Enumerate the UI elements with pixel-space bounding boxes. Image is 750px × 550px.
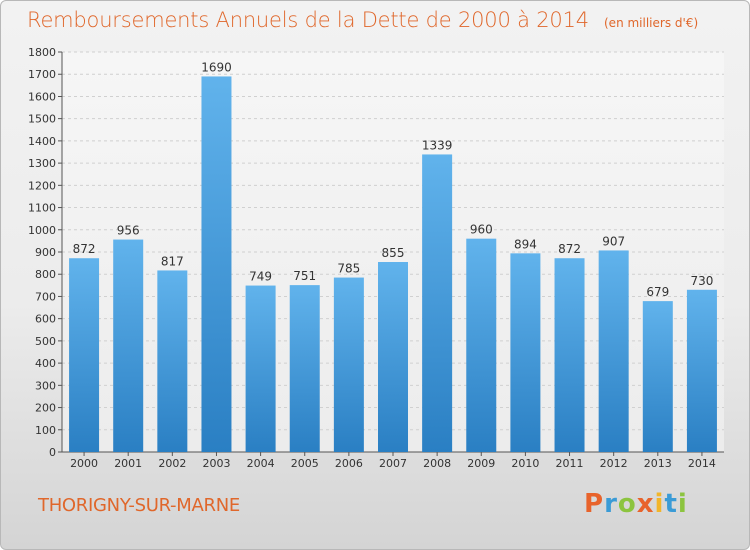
bar [69, 258, 100, 452]
y-tick-label: 900 [35, 246, 56, 259]
y-tick-label: 300 [35, 379, 56, 392]
y-tick-label: 1800 [28, 46, 56, 59]
y-tick-label: 1200 [28, 179, 56, 192]
y-tick-label: 800 [35, 268, 56, 281]
x-tick-label: 2011 [556, 457, 584, 470]
bar [422, 154, 453, 452]
y-tick-label: 400 [35, 357, 56, 370]
proxiti-logo: Proxiti [584, 489, 688, 519]
y-tick-label: 1600 [28, 90, 56, 103]
x-tick-label: 2006 [335, 457, 363, 470]
x-tick-label: 2012 [600, 457, 628, 470]
bar-value-label: 872 [558, 242, 581, 256]
y-tick-label: 1300 [28, 157, 56, 170]
y-tick-label: 1100 [28, 202, 56, 215]
bar [686, 289, 717, 452]
bar [510, 253, 541, 452]
x-tick-label: 2007 [379, 457, 407, 470]
x-tick-label: 2002 [158, 457, 186, 470]
bar-value-label: 894 [514, 237, 537, 251]
bar [201, 76, 232, 452]
bar [554, 258, 585, 452]
x-tick-label: 2005 [291, 457, 319, 470]
bar [466, 238, 497, 452]
bar-value-label: 1339 [422, 138, 453, 152]
y-tick-label: 1500 [28, 113, 56, 126]
chart-title-row: Remboursements Annuels de la Dette de 20… [27, 8, 698, 32]
y-tick-label: 1700 [28, 68, 56, 81]
bar [333, 277, 364, 452]
bar-value-label: 855 [382, 246, 405, 260]
x-tick-label: 2010 [511, 457, 539, 470]
bar-value-label: 872 [73, 242, 96, 256]
bar-value-label: 817 [161, 254, 184, 268]
x-tick-label: 2009 [467, 457, 495, 470]
bar-value-label: 1690 [201, 60, 232, 74]
y-tick-label: 200 [35, 402, 56, 415]
bar [642, 301, 673, 452]
x-tick-label: 2013 [644, 457, 672, 470]
bar-value-label: 730 [690, 274, 713, 288]
x-tick-label: 2000 [70, 457, 98, 470]
bar-value-label: 749 [249, 270, 272, 284]
bar-value-label: 679 [646, 285, 669, 299]
bar-value-label: 785 [337, 262, 360, 276]
city-name: THORIGNY-SUR-MARNE [38, 495, 240, 516]
y-tick-label: 500 [35, 335, 56, 348]
bar-value-label: 907 [602, 234, 625, 248]
x-tick-label: 2001 [114, 457, 142, 470]
chart-subtitle: (en milliers d'€) [604, 16, 699, 30]
y-tick-label: 600 [35, 313, 56, 326]
y-tick-label: 0 [49, 446, 56, 459]
x-tick-label: 2008 [423, 457, 451, 470]
bar [289, 285, 320, 452]
bar [378, 262, 408, 452]
y-tick-label: 1000 [28, 224, 56, 237]
bar [598, 250, 629, 452]
y-tick-label: 100 [35, 424, 56, 437]
x-tick-label: 2004 [247, 457, 275, 470]
bar-value-label: 960 [470, 223, 493, 237]
x-tick-label: 2003 [202, 457, 230, 470]
x-tick-label: 2014 [688, 457, 716, 470]
chart-title: Remboursements Annuels de la Dette de 20… [27, 8, 589, 32]
bar [113, 239, 144, 452]
bar [157, 270, 188, 452]
y-tick-label: 700 [35, 290, 56, 303]
bar-value-label: 751 [293, 269, 316, 283]
bar [245, 285, 276, 452]
y-tick-label: 1400 [28, 135, 56, 148]
bar-value-label: 956 [117, 224, 140, 238]
